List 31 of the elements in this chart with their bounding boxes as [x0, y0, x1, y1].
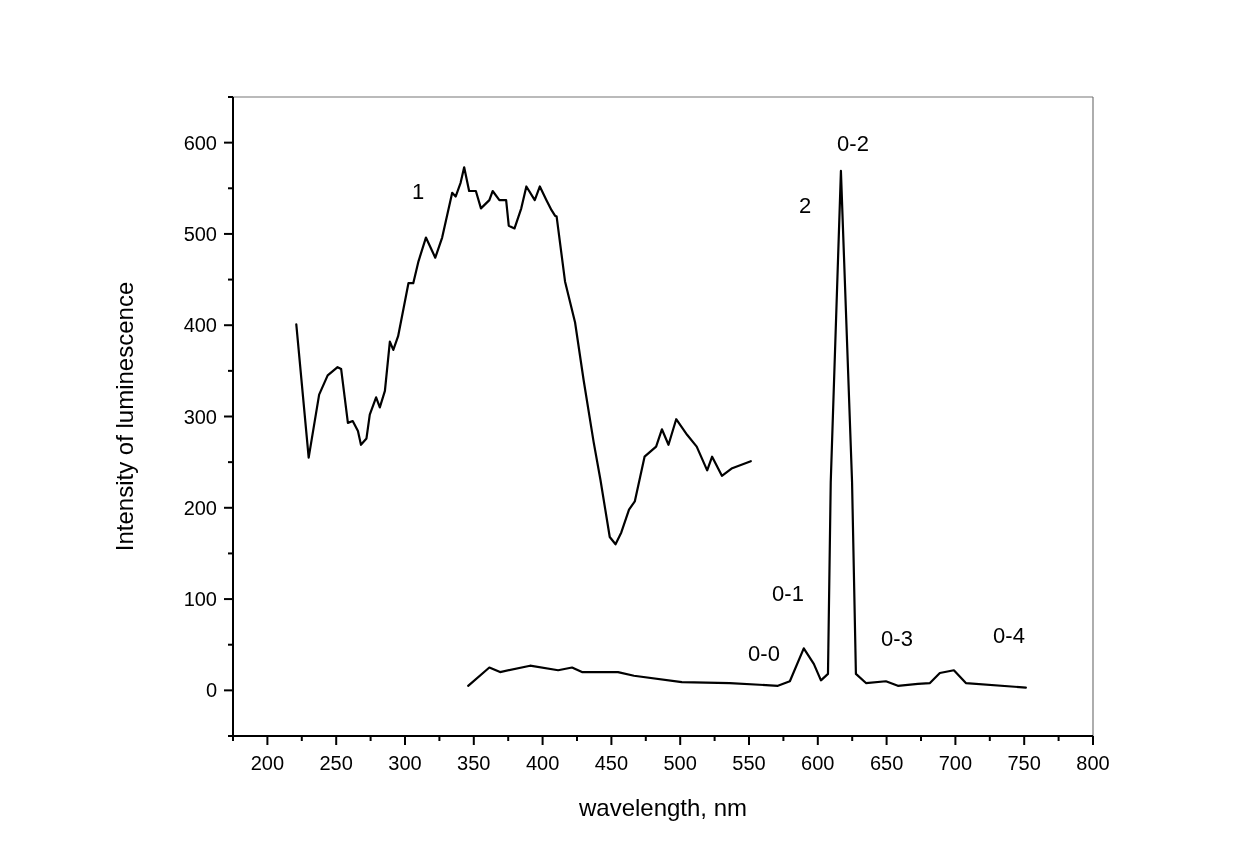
annotation: 0-3: [881, 626, 913, 651]
x-tick-label: 300: [388, 752, 422, 774]
x-tick-label: 200: [250, 752, 285, 774]
x-tick-label: 500: [663, 752, 697, 774]
x-axis-title: wavelength, nm: [577, 794, 748, 821]
line-series: [295, 166, 752, 546]
x-tick-label: 550: [732, 752, 766, 774]
x-tick-label: 450: [594, 752, 629, 774]
x-tick-label: 650: [869, 752, 904, 774]
annotation: 0-0: [748, 641, 780, 666]
y-axis-title: Intensity of luminescence: [111, 281, 138, 552]
y-tick-label: 0: [205, 679, 217, 702]
y-tick-label: 500: [183, 222, 217, 245]
x-tick-label: 250: [319, 752, 353, 774]
annotation: 0-4: [993, 623, 1025, 648]
x-tick-label: 400: [525, 752, 560, 774]
x-tick-label: 800: [1076, 752, 1110, 774]
annotation: 0-1: [772, 581, 804, 606]
annotation: 1: [411, 179, 425, 204]
x-tick-label: 750: [1007, 752, 1041, 774]
annotation: 0-2: [837, 131, 869, 156]
annotation: 2: [798, 193, 812, 218]
y-tick-label: 600: [183, 131, 217, 154]
y-tick-label: 200: [183, 496, 217, 519]
y-tick-label: 100: [183, 588, 217, 611]
y-tick-label: 400: [183, 314, 217, 337]
line-series: [467, 169, 1027, 689]
x-tick-label: 700: [938, 752, 973, 774]
x-tick-label: 600: [801, 752, 835, 774]
x-tick-label: 350: [457, 752, 491, 774]
y-tick-label: 300: [183, 405, 217, 428]
